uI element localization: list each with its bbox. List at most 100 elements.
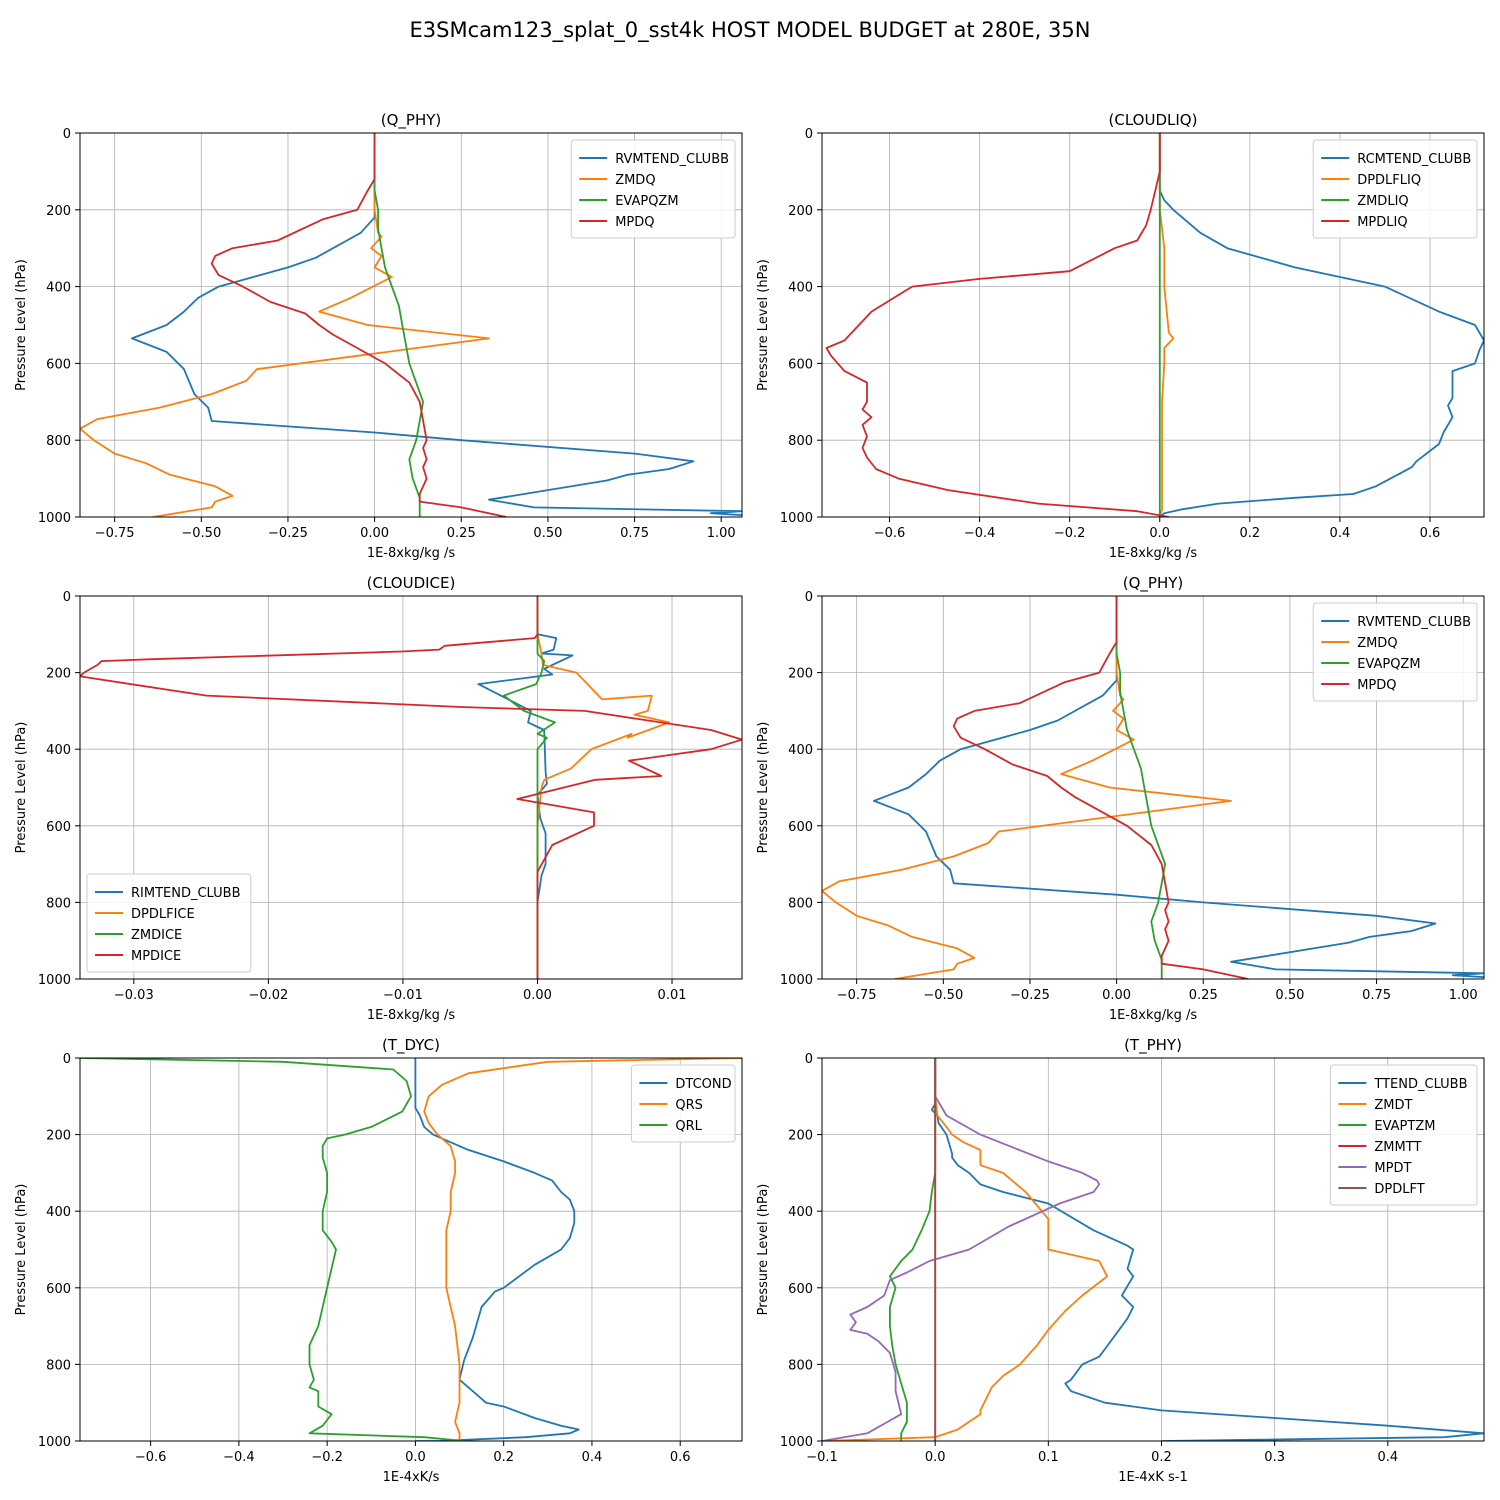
x-tick-label: −0.75	[837, 988, 877, 1003]
series-line-rvmtend-clubb	[131, 133, 742, 516]
series-line-mpdliq	[825, 133, 1169, 517]
x-tick-label: −0.50	[923, 988, 963, 1003]
y-tick-label: 1000	[780, 511, 813, 526]
y-tick-label: 1000	[780, 973, 813, 988]
series-line-zmdice	[502, 596, 556, 979]
axes-frame	[79, 1057, 743, 1442]
x-tick-label: −0.2	[311, 1450, 343, 1465]
subplot-1: −0.75 −0.50 −0.25 0.00 0.25 0.50 0.75 1.00 0 200 4…	[14, 111, 743, 561]
legend-label: ZMDLIQ	[1357, 194, 1408, 209]
y-tick-label: 200	[788, 667, 813, 682]
series-group	[822, 1058, 1484, 1441]
legend-label: DPDLFLIQ	[1357, 173, 1421, 188]
legend-label: RIMTEND_CLUBB	[131, 886, 241, 901]
y-tick-label: 400	[788, 743, 813, 758]
x-tick-label: −0.25	[1010, 988, 1050, 1003]
y-tick-label: 200	[788, 204, 813, 219]
y-tick-label: 400	[788, 281, 813, 296]
x-tick-label: 0.4	[1377, 1450, 1398, 1465]
legend-label: MPDLIQ	[1357, 215, 1407, 230]
x-tick-label: −0.6	[874, 526, 906, 541]
x-tick-label: 0.6	[1420, 526, 1441, 541]
x-tick-label: 0.00	[1102, 988, 1131, 1003]
x-tick-label: 0.0	[1149, 526, 1170, 541]
series-line-evaptzm	[889, 1058, 937, 1441]
subplot-title: (Q_PHY)	[381, 111, 442, 130]
x-tick-label: 0.50	[1275, 988, 1304, 1003]
x-tick-label: −0.1	[806, 1450, 838, 1465]
x-axis-label: 1E-8xkg/kg /s	[1109, 546, 1198, 561]
series-line-ttend-clubb	[930, 1058, 1484, 1441]
x-axis-label: 1E-4xK s-1	[1118, 1470, 1188, 1485]
y-tick-label: 400	[46, 743, 71, 758]
subplot-title: (Q_PHY)	[1123, 574, 1184, 593]
x-tick-label: 1.00	[707, 526, 736, 541]
y-tick-label: 1000	[38, 973, 71, 988]
y-tick-label: 600	[46, 357, 71, 372]
y-tick-label: 200	[46, 204, 71, 219]
axes-frame	[79, 132, 743, 518]
subplot-title: (T_PHY)	[1124, 1036, 1182, 1055]
series-line-zmdq	[822, 596, 1232, 979]
series-line-mpdt	[822, 1058, 1101, 1441]
series-line-rvmtend-clubb	[873, 596, 1484, 978]
subplot-grid: −0.75 −0.50 −0.25 0.00 0.25 0.50 0.75 1.00 0 200 4…	[14, 111, 1485, 1485]
y-tick-label: 1000	[780, 1435, 813, 1450]
legend: TTEND_CLUBB ZMDT EVAPTZM ZMMTT MPDT DPDLFT	[1329, 1064, 1478, 1206]
y-tick-label: 0	[805, 590, 813, 605]
x-tick-label: 0.2	[1239, 526, 1260, 541]
axes-frame	[821, 132, 1485, 518]
legend-label: EVAPQZM	[1357, 657, 1420, 672]
y-tick-label: 600	[788, 357, 813, 372]
x-tick-label: 0.25	[447, 526, 476, 541]
x-axis-label: 1E-8xkg/kg /s	[367, 1008, 456, 1023]
x-tick-label: −0.01	[383, 988, 423, 1003]
series-line-qrs	[423, 1058, 742, 1441]
legend-label: EVAPQZM	[615, 194, 678, 209]
legend-label: ZMDT	[1374, 1098, 1412, 1113]
x-tick-label: −0.75	[95, 526, 135, 541]
legend-label: DTCOND	[675, 1077, 731, 1092]
figure-title: E3SMcam123_splat_0_sst4k HOST MODEL BUDG…	[410, 18, 1091, 43]
x-tick-label: 0.2	[493, 1450, 514, 1465]
x-tick-label: 0.4	[1330, 526, 1351, 541]
y-axis-label: Pressure Level (hPa)	[756, 259, 771, 391]
x-tick-label: 0.75	[620, 526, 649, 541]
y-tick-label: 600	[788, 820, 813, 835]
series-line-evapqzm	[373, 133, 425, 517]
x-tick-label: 0.2	[1151, 1450, 1172, 1465]
y-tick-label: 200	[46, 1129, 71, 1144]
x-tick-label: 0.00	[360, 526, 389, 541]
x-tick-label: 0.00	[523, 988, 552, 1003]
subplot-title: (CLOUDLIQ)	[1109, 111, 1198, 129]
legend-box	[1329, 1064, 1478, 1206]
x-tick-label: 0.75	[1362, 988, 1391, 1003]
y-tick-label: 1000	[38, 1435, 71, 1450]
x-tick-label: −0.02	[248, 988, 288, 1003]
legend-label: RVMTEND_CLUBB	[1357, 615, 1471, 630]
y-tick-label: 400	[788, 1205, 813, 1220]
legend: RVMTEND_CLUBB ZMDQ EVAPQZM MPDQ	[570, 139, 736, 239]
legend-label: EVAPTZM	[1374, 1119, 1435, 1134]
x-tick-label: −0.6	[135, 1450, 167, 1465]
legend-label: ZMDICE	[131, 928, 182, 943]
series-line-rcmtend-clubb	[1158, 133, 1484, 517]
legend-label: MPDQ	[615, 215, 654, 230]
legend-box	[86, 873, 252, 973]
legend-label: MPDICE	[131, 949, 181, 964]
legend: DTCOND QRS QRL	[630, 1064, 736, 1143]
axes-frame	[79, 595, 743, 980]
legend: RIMTEND_CLUBB DPDLFICE ZMDICE MPDICE	[86, 873, 252, 973]
legend: RVMTEND_CLUBB ZMDQ EVAPQZM MPDQ	[1312, 602, 1478, 702]
series-group	[80, 133, 742, 517]
x-tick-label: 1.00	[1449, 988, 1478, 1003]
x-tick-label: 0.01	[658, 988, 687, 1003]
legend-label: TTEND_CLUBB	[1373, 1077, 1467, 1092]
legend-box	[1312, 602, 1478, 702]
series-line-zmdt	[822, 1058, 1109, 1441]
series-line-mpdq	[210, 133, 507, 517]
subplot-2: −0.6 −0.4 −0.2 0.0 0.2 0.4 0.6 0 200 400 600 800 100…	[756, 111, 1485, 561]
y-tick-label: 800	[788, 434, 813, 449]
x-tick-label: −0.25	[268, 526, 308, 541]
